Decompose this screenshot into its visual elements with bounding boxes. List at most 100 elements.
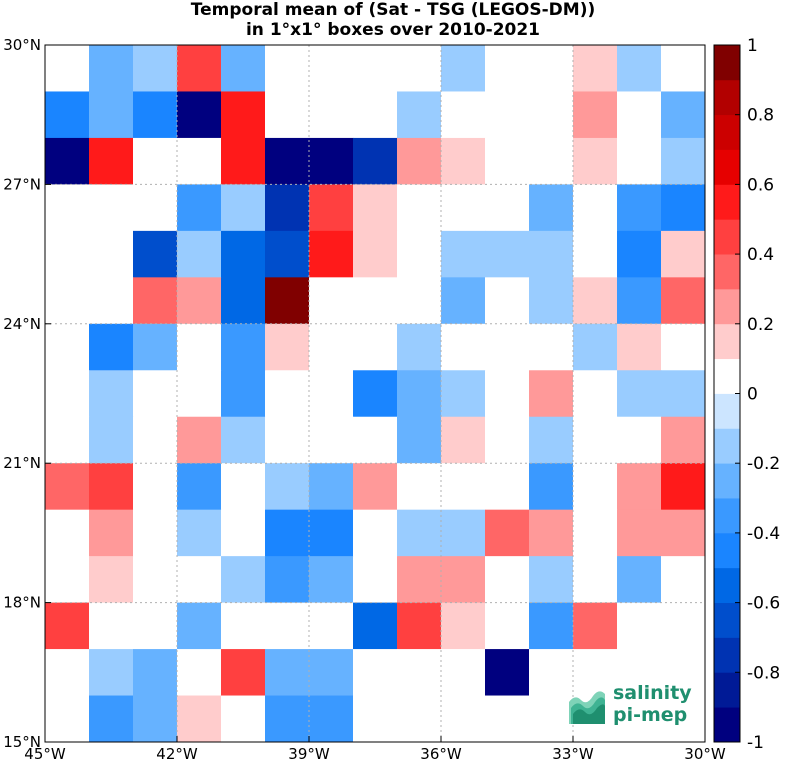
heatmap-cell xyxy=(309,509,354,557)
heatmap-cell xyxy=(441,277,486,325)
heatmap-cell xyxy=(617,230,662,278)
heatmap-cell xyxy=(133,370,178,418)
heatmap-cell xyxy=(177,184,222,232)
y-axis-ticks: 15°N 18°N 21°N 24°N 27°N 30°N xyxy=(3,36,51,751)
colorbar-segment xyxy=(714,323,740,360)
x-tick-label: 33°W xyxy=(552,745,594,763)
heatmap-cell xyxy=(265,370,310,418)
heatmap-cell xyxy=(133,463,178,511)
heatmap-cell xyxy=(89,91,134,139)
heatmap-cell xyxy=(441,649,486,696)
logo-text-pi-mep: pi-mep xyxy=(613,704,688,726)
colorbar-tick-label: 0.8 xyxy=(747,106,774,126)
heatmap-cell xyxy=(177,695,222,743)
heatmap-cell xyxy=(353,323,398,371)
heatmap-cell xyxy=(221,556,266,603)
heatmap-cell xyxy=(441,45,486,92)
colorbar-tick-label: -1 xyxy=(747,733,764,753)
heatmap-cell xyxy=(177,649,222,696)
x-axis-ticks: 45°W 42°W 39°W 36°W 33°W 30°W xyxy=(24,736,726,763)
heatmap-cell xyxy=(45,323,90,371)
heatmap-cell xyxy=(353,416,398,464)
heatmap-cell xyxy=(573,370,618,418)
heatmap-cell xyxy=(397,556,442,603)
heatmap-cell xyxy=(309,184,354,232)
heatmap-cell xyxy=(529,509,574,557)
heatmap-cell xyxy=(573,416,618,464)
heatmap-cell xyxy=(45,509,90,557)
heatmap-cell xyxy=(265,649,310,696)
colorbar-segment xyxy=(714,498,740,534)
heatmap-cell xyxy=(45,370,90,418)
heatmap-cell xyxy=(45,91,90,139)
heatmap-cell xyxy=(265,230,310,278)
y-tick-label: 15°N xyxy=(3,733,41,751)
heatmap-cell xyxy=(617,556,662,603)
heatmap-cell xyxy=(265,323,310,371)
heatmap-cell xyxy=(89,45,134,92)
x-tick-label: 39°W xyxy=(288,745,330,763)
y-tick-label: 24°N xyxy=(3,315,41,333)
colorbar-tick-label: 0.6 xyxy=(747,175,774,195)
heatmap-cell xyxy=(265,45,310,92)
colorbar-segment xyxy=(714,149,740,185)
heatmap-cell xyxy=(397,463,442,511)
heatmap-cell xyxy=(397,602,442,650)
heatmap-cell xyxy=(661,556,706,603)
plot-frame xyxy=(44,44,706,743)
heatmap-cell xyxy=(441,184,486,232)
heatmap-cell xyxy=(353,91,398,139)
heatmap-cell xyxy=(309,416,354,464)
heatmap-cell xyxy=(529,277,574,325)
heatmap-cell xyxy=(177,137,222,185)
heatmap-cell xyxy=(353,649,398,696)
heatmap-cell xyxy=(441,137,486,185)
heatmap-cell xyxy=(177,91,222,139)
heatmap-cell xyxy=(133,230,178,278)
heatmap-cell xyxy=(309,277,354,325)
heatmap-cell xyxy=(529,323,574,371)
colorbar-segment xyxy=(714,114,740,150)
heatmap-cell xyxy=(133,45,178,92)
x-tick-label: 30°W xyxy=(684,745,726,763)
heatmap-cell xyxy=(397,370,442,418)
heatmap-cell xyxy=(617,602,662,650)
colorbar-segment xyxy=(714,428,740,464)
heatmap-cell xyxy=(309,323,354,371)
heatmap-cell xyxy=(397,509,442,557)
heatmap-cell xyxy=(265,602,310,650)
heatmap-cell xyxy=(573,323,618,371)
heatmap-cell xyxy=(441,370,486,418)
heatmap-cell xyxy=(353,277,398,325)
heatmap-cell xyxy=(529,602,574,650)
heatmap-cell xyxy=(441,556,486,603)
heatmap-cell xyxy=(661,91,706,139)
heatmap-cell xyxy=(529,91,574,139)
heatmap-cell xyxy=(661,230,706,278)
colorbar-tick-label: 1 xyxy=(747,36,758,56)
heatmap-cell xyxy=(45,416,90,464)
y-tick-label: 30°N xyxy=(3,36,41,54)
heatmap-cell xyxy=(177,556,222,603)
heatmap-cell xyxy=(617,184,662,232)
colorbar-segment xyxy=(714,602,740,638)
heatmap-cell xyxy=(441,602,486,650)
heatmap-cell xyxy=(529,649,574,696)
y-tick-label: 27°N xyxy=(3,175,41,193)
heatmap-cell xyxy=(573,602,618,650)
heatmap-cell xyxy=(133,649,178,696)
colorbar-segment xyxy=(714,45,740,81)
heatmap-cell xyxy=(397,91,442,139)
heatmap-cell xyxy=(265,463,310,511)
heatmap-cell xyxy=(221,602,266,650)
heatmap-cell xyxy=(573,556,618,603)
heatmap-cell xyxy=(133,509,178,557)
colorbar-segment xyxy=(714,288,740,325)
heatmap-cell xyxy=(89,277,134,325)
heatmap-cell xyxy=(89,370,134,418)
heatmap-cell xyxy=(353,509,398,557)
heatmap-cell xyxy=(353,370,398,418)
heatmap-cell xyxy=(309,695,354,743)
heatmap-cell xyxy=(89,184,134,232)
